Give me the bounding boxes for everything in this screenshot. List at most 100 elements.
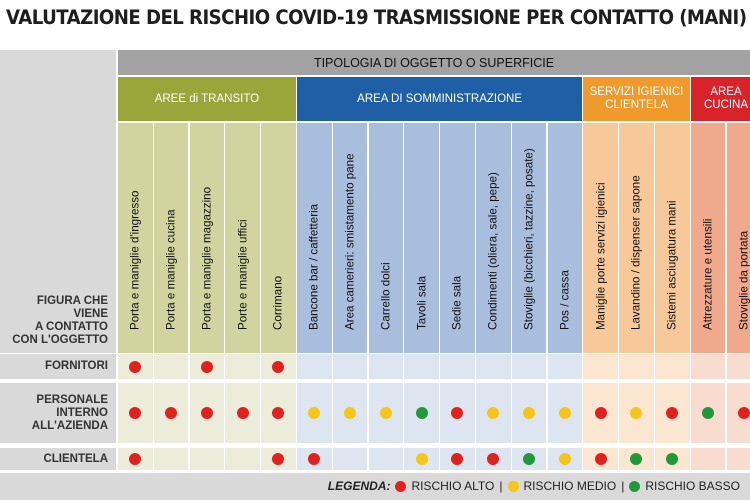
legend-alto-label: RISCHIO ALTO: [411, 479, 495, 493]
risk-dot-medio: [344, 407, 357, 419]
table-cell: [583, 448, 618, 470]
table-cell: [225, 383, 260, 443]
risk-dot-medio: [523, 407, 536, 419]
table-cell: [332, 354, 368, 379]
row-label: CLIENTELA: [0, 448, 116, 470]
risk-dot-basso: [666, 453, 679, 465]
column-header: Carrello dolci: [368, 123, 404, 353]
group-header-2: SERVIZI IGIENICI CLIENTELA: [583, 77, 690, 121]
column-label: Lavandino / dispenser sapone: [629, 175, 643, 330]
column-label: Condimenti (oliera, sale, pepe): [486, 172, 500, 330]
risk-dot-medio: [487, 407, 500, 419]
column-label: Porta e maniglie magazzino: [200, 186, 214, 330]
legend-medio-dot: [507, 480, 519, 492]
column-header: Stoviglie da portata: [726, 123, 750, 353]
table-cell: [619, 354, 654, 379]
column-header: Area camerieri: smistamento pane: [332, 123, 368, 353]
table-cell: [118, 354, 153, 379]
risk-table: FIGURA CHE VIENE A CONTATTO CON L'OGGETTO T…: [0, 50, 750, 500]
table-cell: [153, 383, 189, 443]
table-cell: [583, 383, 618, 443]
table-cell: [547, 383, 583, 443]
row-label-text: CLIENTELA: [43, 452, 108, 465]
table-cell: [726, 354, 750, 379]
column-header: Porte e maniglie uffici: [225, 123, 260, 353]
column-header: Stoviglie (bicchieri, tazzine, posate): [511, 123, 547, 353]
legend: LEGENDA: RISCHIO ALTO | RISCHIO MEDIO | …: [0, 473, 750, 500]
table-cell: [225, 354, 260, 379]
column-header: Lavandino / dispenser sapone: [619, 123, 654, 353]
table-cell: [153, 448, 189, 470]
page-title: VALUTAZIONE DEL RISCHIO COVID-19 TRASMIS…: [6, 6, 747, 29]
table-cell: [655, 448, 690, 470]
table-cell: [655, 354, 690, 379]
risk-dot-alto: [308, 453, 321, 465]
header-top: TIPOLOGIA DI OGGETTO O SUPERFICIE: [118, 50, 750, 75]
table-cell: [118, 448, 153, 470]
risk-dot-alto: [487, 453, 500, 465]
risk-dot-alto: [451, 453, 464, 465]
column-label: Stoviglie (bicchieri, tazzine, posate): [522, 148, 536, 330]
risk-dot-medio: [379, 407, 392, 419]
table-cell: [153, 354, 189, 379]
table-cell: [690, 354, 726, 379]
table-cell: [511, 354, 547, 379]
column-header: Corrimano: [261, 123, 296, 353]
table-cell: [297, 448, 332, 470]
table-cell: [225, 448, 260, 470]
column-header: Maniglie porte servizi igienici: [583, 123, 618, 353]
table-cell: [690, 448, 726, 470]
risk-dot-medio: [308, 407, 321, 419]
legend-separator: |: [621, 479, 625, 493]
table-cell: [368, 448, 404, 470]
risk-dot-alto: [272, 453, 285, 465]
risk-dot-alto: [129, 407, 142, 419]
column-label: Maniglie porte servizi igienici: [594, 182, 608, 330]
risk-dot-alto: [200, 360, 213, 373]
table-cell: [440, 448, 475, 470]
table-cell: [511, 448, 547, 470]
risk-dot-alto: [737, 407, 750, 419]
group-header-1: AREA DI SOMMINISTRAZIONE: [297, 77, 583, 121]
legend-separator: |: [499, 479, 503, 493]
row-label-text: PERSONALE INTERNO ALL'AZIENDA: [31, 393, 108, 432]
table-cell: [297, 383, 332, 443]
risk-dot-alto: [200, 407, 213, 419]
row-label: PERSONALE INTERNO ALL'AZIENDA: [0, 383, 116, 443]
legend-basso-label: RISCHIO BASSO: [645, 479, 740, 493]
column-label: Porta e maniglie d'ingresso: [128, 190, 142, 330]
risk-dot-alto: [594, 453, 607, 465]
risk-dot-medio: [415, 453, 428, 465]
table-cell: [476, 383, 511, 443]
corner-label: FIGURA CHE VIENE A CONTATTO CON L'OGGETTO: [12, 295, 108, 346]
table-cell: [261, 383, 296, 443]
column-header: Attrezzature e utensili: [690, 123, 726, 353]
column-header: Pos / cassa: [547, 123, 583, 353]
column-label: Area camerieri: smistamento pane: [343, 153, 357, 330]
legend-medio-label: RISCHIO MEDIO: [523, 479, 617, 493]
column-label: Attrezzature e utensili: [701, 218, 715, 330]
group-header-3: AREA CUCINA: [690, 77, 750, 121]
column-header: Sedie sala: [440, 123, 475, 353]
risk-dot-alto: [272, 407, 285, 419]
risk-dot-medio: [630, 407, 643, 419]
table-cell: [189, 448, 225, 470]
table-cell: [476, 354, 511, 379]
column-header: Condimenti (oliera, sale, pepe): [476, 123, 511, 353]
legend-title: LEGENDA:: [327, 479, 391, 493]
table-cell: [547, 448, 583, 470]
column-header: Porta e maniglie magazzino: [189, 123, 225, 353]
table-cell: [440, 354, 475, 379]
column-label: Porta e maniglie cucina: [164, 209, 178, 330]
risk-dot-medio: [558, 453, 571, 465]
table-cell: [368, 354, 404, 379]
column-header: Porta e maniglie cucina: [153, 123, 189, 353]
column-header: Tavoli sala: [404, 123, 439, 353]
legend-alto-dot: [395, 480, 407, 492]
row-label: FORNITORI: [0, 354, 116, 379]
table-cell: [404, 383, 439, 443]
table-cell: [440, 383, 475, 443]
risk-dot-alto: [165, 407, 178, 419]
corner-label-cell: FIGURA CHE VIENE A CONTATTO CON L'OGGETTO: [0, 50, 116, 353]
table-cell: [261, 448, 296, 470]
